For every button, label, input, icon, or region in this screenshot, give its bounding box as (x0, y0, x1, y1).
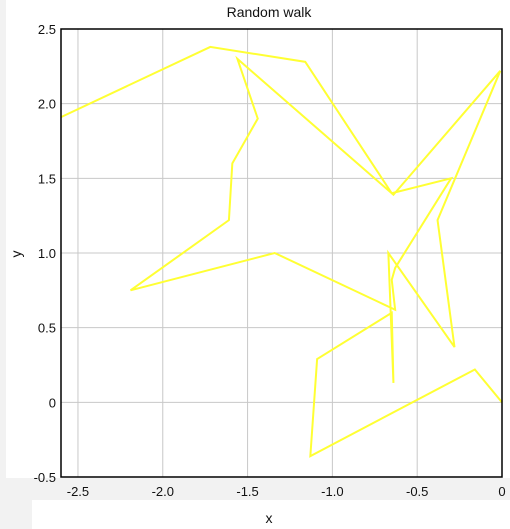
chart-panel (6, 0, 510, 478)
x-label-strip (32, 500, 510, 529)
x-tick-label: -1.0 (321, 484, 343, 499)
x-axis-label: x (266, 510, 273, 526)
plot-frame (60, 28, 503, 478)
x-tick-label: -0.5 (406, 484, 428, 499)
x-tick-label: -2.0 (152, 484, 174, 499)
series-layer (60, 45, 503, 458)
y-axis-label: y (8, 251, 24, 258)
x-tick-label: -1.5 (236, 484, 258, 499)
y-tick-label: -0.5 (34, 470, 56, 485)
y-tick-label: 0.5 (38, 321, 56, 336)
x-tick-label: 0 (498, 484, 505, 499)
y-tick-label: 0 (49, 395, 56, 410)
chart-title: Random walk (227, 4, 313, 20)
y-tick-label: 1.0 (38, 246, 56, 261)
walk-line (60, 45, 503, 458)
y-tick-label: 2.5 (38, 22, 56, 37)
tick-labels: -2.5 -2.0 -1.5 -1.0 -0.5 0 -0.5 0 0.5 1.0 1.5 2.0 2.… (34, 22, 506, 499)
x-tick-label: -2.5 (67, 484, 89, 499)
y-tick-label: 2.0 (38, 97, 56, 112)
y-tick-label: 1.5 (38, 171, 56, 186)
